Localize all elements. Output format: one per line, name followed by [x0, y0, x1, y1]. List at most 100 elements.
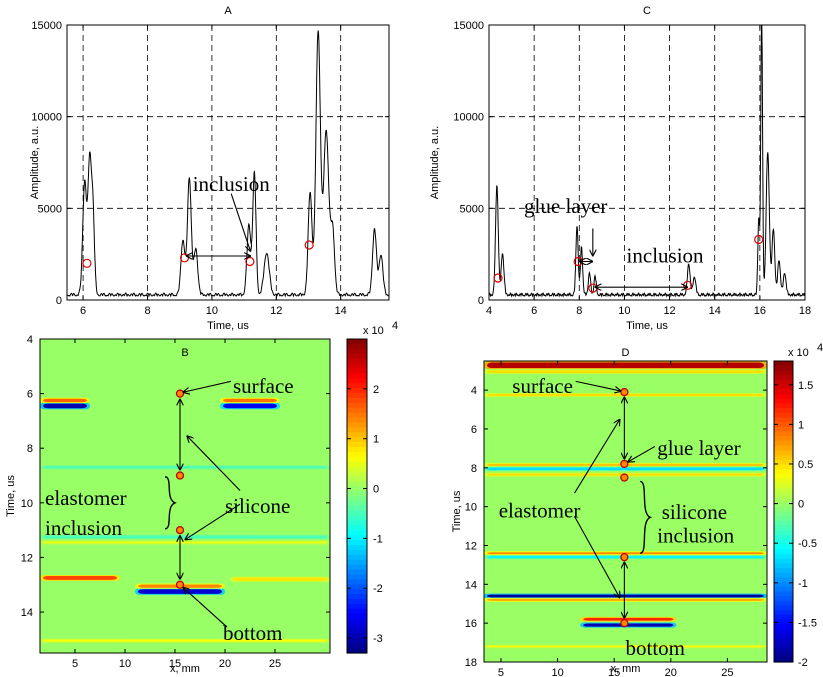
- heatmap-band: [43, 398, 87, 403]
- colorbar-segment: [774, 502, 793, 508]
- annotation-label: surface: [233, 374, 294, 398]
- colorbar-segment: [774, 520, 793, 527]
- x-tick-label: 18: [799, 305, 811, 317]
- y-tick-label: 14: [21, 607, 33, 619]
- colorbar-segment: [774, 375, 793, 381]
- colorbar-exponent: x 10: [788, 347, 809, 359]
- colorbar-segment: [347, 486, 367, 492]
- panel-title: D: [622, 347, 630, 359]
- colorbar-segment: [347, 594, 367, 600]
- colorbar-segment: [347, 407, 367, 414]
- colorbar-tick-label: 1.5: [798, 380, 813, 392]
- panel-a-line-chart: inclusion 6 8 10 12 14 0 5000 10000 15000 A Time, u…: [29, 5, 390, 332]
- colorbar-segment: [347, 569, 367, 576]
- annotation-label: glue layer: [657, 436, 740, 460]
- colorbar-segment: [774, 619, 793, 625]
- colorbar-segment: [774, 511, 793, 517]
- x-tick-label: 10: [119, 658, 131, 670]
- colorbar-segment: [347, 476, 367, 482]
- x-tick-label: 15: [608, 667, 620, 677]
- heatmap-band: [487, 370, 764, 373]
- colorbar-segment: [347, 417, 367, 424]
- colorbar-segment: [774, 567, 793, 574]
- colorbar-segment: [774, 525, 793, 531]
- colorbar-segment: [774, 591, 793, 597]
- colorbar-segment: [347, 643, 367, 649]
- y-tick-label: 10000: [31, 112, 62, 124]
- heatmap-band: [583, 617, 674, 621]
- axes-frame: [483, 360, 768, 663]
- y-tick-label: 8: [471, 463, 477, 475]
- colorbar-segment: [347, 574, 367, 581]
- colorbar-segment: [774, 572, 793, 578]
- annotation-arrow: [574, 419, 620, 494]
- y-tick-label: 10: [21, 498, 33, 510]
- colorbar-segment: [774, 417, 793, 423]
- colorbar-segment: [347, 466, 367, 473]
- colorbar-tick-label: 2: [373, 384, 379, 396]
- colorbar-segment: [774, 577, 793, 583]
- x-tick-label: 8: [144, 305, 150, 317]
- colorbar-segment: [774, 539, 793, 546]
- echo-marker: [493, 273, 503, 283]
- colorbar-segment: [774, 379, 793, 386]
- colorbar-segment: [774, 600, 793, 607]
- colorbar-segment: [774, 530, 793, 536]
- heatmap-band: [138, 589, 222, 594]
- colorbar-segment: [347, 481, 367, 487]
- annotation-label: surface: [512, 374, 573, 398]
- x-tick-label: 6: [80, 305, 86, 317]
- colorbar-segment: [347, 638, 367, 644]
- colorbar-segment: [347, 432, 367, 438]
- colorbar-exponent: x 10: [363, 325, 384, 337]
- colorbar-segment: [774, 365, 793, 372]
- colorbar-tick-label: 1: [373, 434, 379, 446]
- axes-frame: [488, 24, 806, 301]
- y-tick-label: 5000: [38, 203, 62, 215]
- colorbar-segment: [347, 500, 367, 507]
- colorbar-tick-label: -1.5: [798, 617, 817, 629]
- colorbar-segment: [347, 559, 367, 566]
- annotation-label: bottom: [223, 621, 283, 645]
- x-axis-label: Time, us: [207, 320, 249, 332]
- colorbar-segment: [774, 614, 793, 621]
- x-tick-label: 14: [335, 305, 347, 317]
- colorbar-segment: [347, 623, 367, 630]
- heatmap-band: [43, 403, 87, 409]
- colorbar-segment: [774, 408, 793, 414]
- colorbar-tick-label: -1: [798, 578, 808, 590]
- x-tick-label: 16: [754, 305, 766, 317]
- colorbar-segment: [774, 553, 793, 560]
- colorbar-segment: [347, 456, 367, 463]
- curly-brace: [639, 480, 653, 554]
- colorbar-frame: [346, 338, 368, 654]
- colorbar-segment: [774, 549, 793, 555]
- colorbar-segment: [347, 437, 367, 443]
- panel-title: C: [643, 5, 651, 17]
- y-tick-label: 12: [21, 552, 33, 564]
- heatmap-band: [487, 645, 764, 648]
- colorbar-segment: [774, 412, 793, 419]
- echo-marker: [620, 473, 629, 482]
- colorbar-segment: [347, 451, 367, 458]
- annotation-label: inclusion: [193, 172, 270, 196]
- colorbar-segment: [774, 361, 793, 367]
- colorbar-segment: [774, 629, 793, 635]
- annotation-arrow: [575, 380, 621, 391]
- x-tick-label: 5: [498, 667, 504, 677]
- annotation-label: inclusion: [657, 524, 734, 548]
- annotation-label: bottom: [626, 636, 686, 660]
- x-tick-label: 12: [270, 305, 282, 317]
- colorbar-segment: [347, 608, 367, 615]
- series-line: [67, 30, 389, 298]
- colorbar-segment: [774, 497, 793, 503]
- annotation-label: silicone: [662, 500, 727, 524]
- colorbar-segment: [347, 446, 367, 453]
- annotation-label: inclusion: [45, 516, 122, 540]
- x-axis-label: x, mm: [611, 663, 641, 675]
- x-tick-label: 10: [206, 305, 218, 317]
- colorbar-segment: [347, 397, 367, 404]
- y-tick-label: 10: [465, 502, 477, 514]
- annotation-label: inclusion: [627, 244, 704, 268]
- colorbar-segment: [774, 431, 793, 437]
